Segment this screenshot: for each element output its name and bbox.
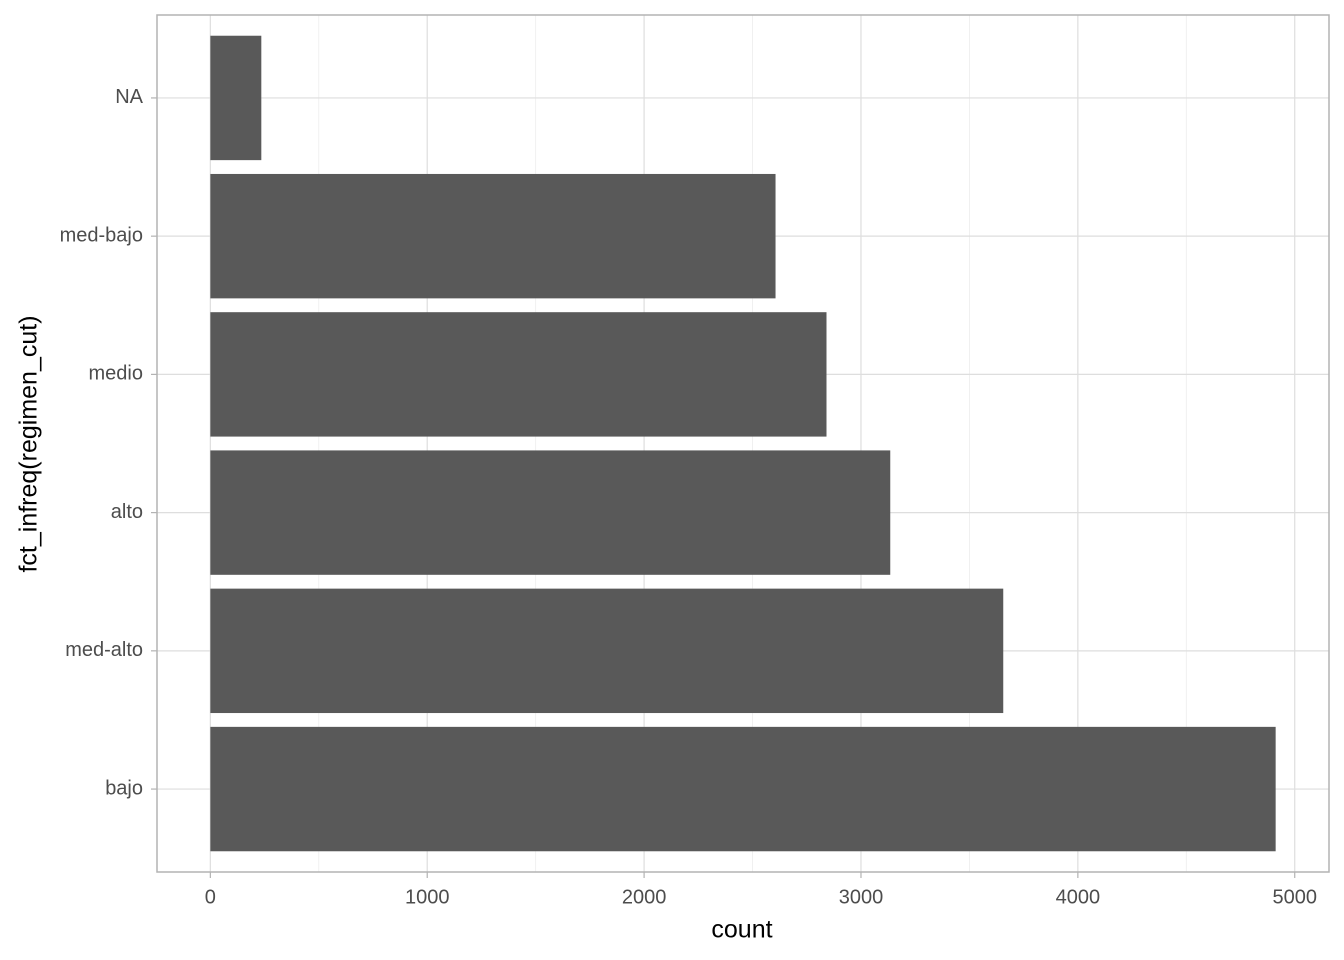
bar [210, 726, 1276, 852]
y-axis-title: fct_infreq(regimen_cut) [15, 315, 43, 572]
x-tick-label: 3000 [839, 886, 884, 908]
panel-border [156, 14, 1330, 873]
bar [210, 450, 891, 575]
bar [210, 312, 827, 437]
x-tick-label: 1000 [405, 886, 450, 908]
bar [210, 588, 1004, 714]
bar [210, 173, 776, 299]
y-tick-label: med-bajo [60, 224, 143, 246]
x-tick-label: 2000 [622, 886, 667, 908]
y-tick-label: medio [89, 363, 143, 385]
y-tick-label: NA [115, 86, 143, 108]
x-axis-title: count [711, 916, 772, 944]
x-tick-label: 4000 [1056, 886, 1101, 908]
x-tick-label: 0 [205, 886, 216, 908]
y-tick-label: med-alto [65, 639, 143, 661]
x-tick-label: 5000 [1272, 886, 1317, 908]
y-tick-label: alto [111, 501, 143, 523]
bar [210, 35, 262, 161]
y-tick-label: bajo [105, 777, 143, 799]
